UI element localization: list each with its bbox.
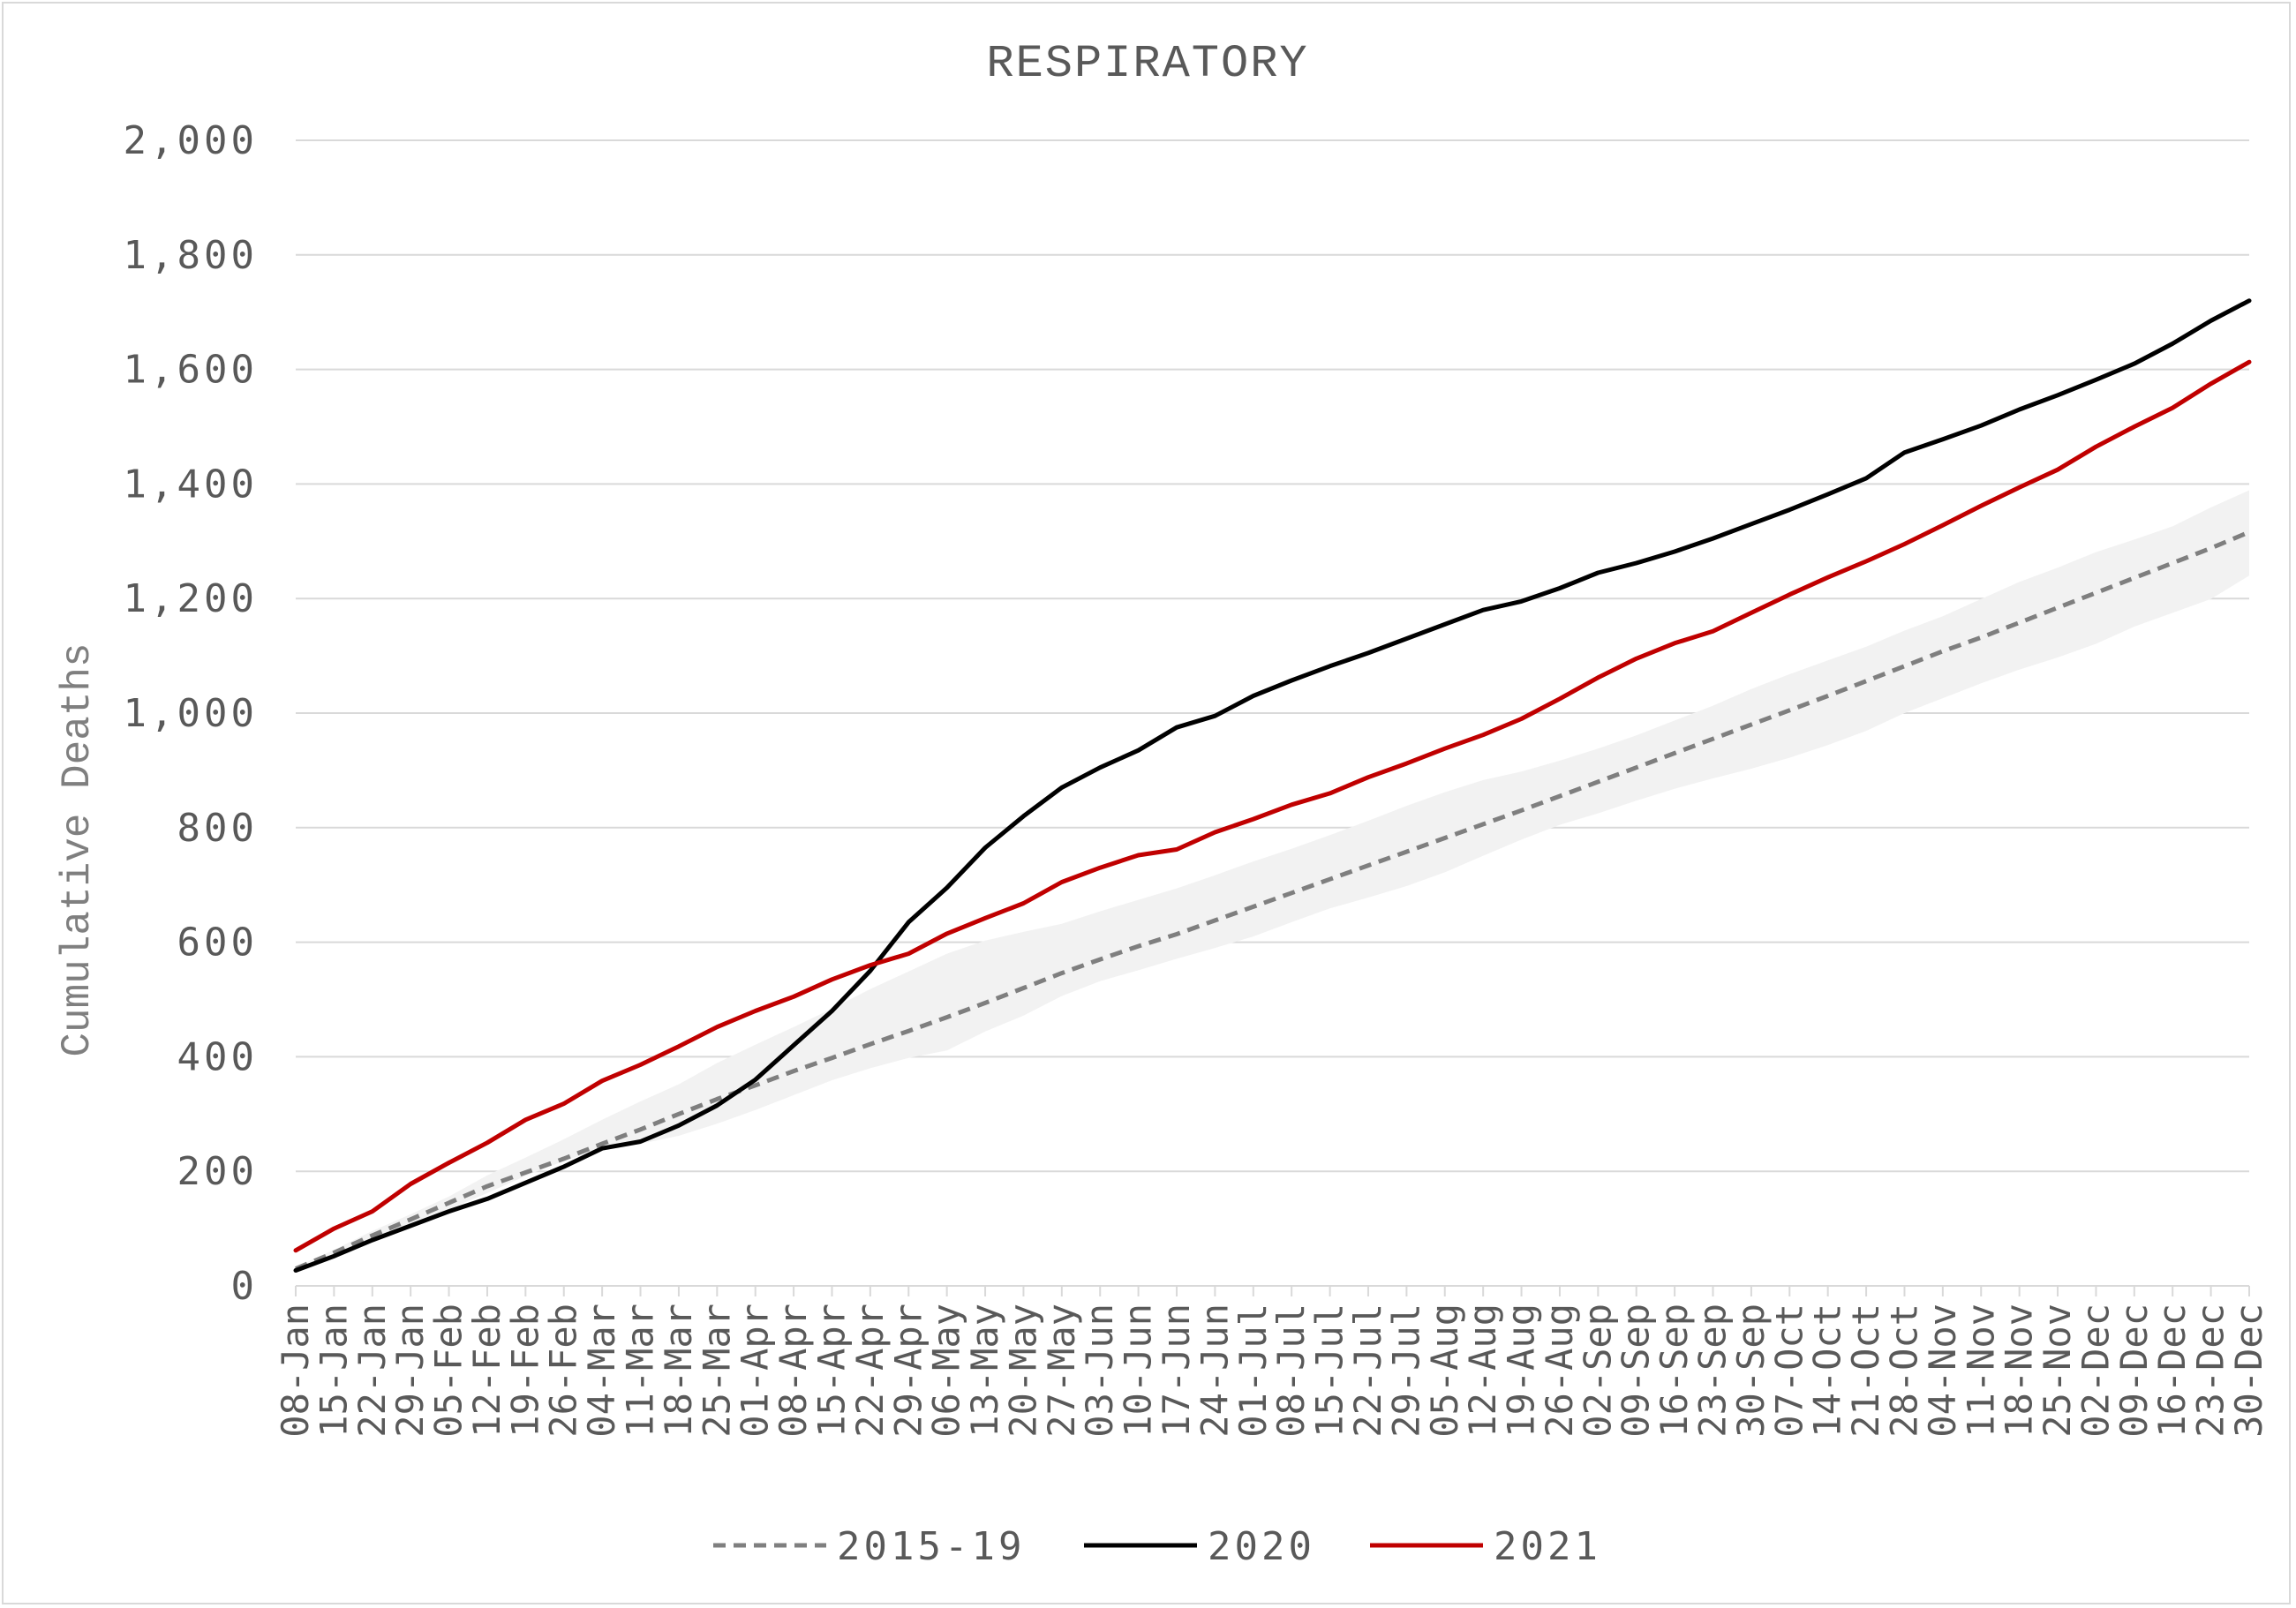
- legend: 2015-19 2020 2021: [713, 1524, 1601, 1569]
- x-tick-label: 05-Aug: [1423, 1304, 1466, 1438]
- x-tick-label: 12-Aug: [1461, 1304, 1504, 1438]
- y-tick-label: 800: [177, 806, 258, 851]
- y-tick-label: 1,400: [124, 462, 258, 507]
- x-tick-label: 25-Nov: [2036, 1304, 2079, 1438]
- y-axis-label: Cumulative Deaths: [55, 642, 101, 1056]
- x-tick-label: 22-Jul: [1346, 1304, 1389, 1438]
- legend-label-2020: 2020: [1208, 1524, 1315, 1569]
- x-tick-label: 17-Jun: [1155, 1304, 1198, 1438]
- x-tick-label: 01-Jul: [1231, 1304, 1275, 1438]
- series-line-2020: [293, 298, 2252, 1273]
- x-tick-label: 16-Sep: [1652, 1304, 1696, 1438]
- x-tick-label: 11-Nov: [1959, 1304, 2002, 1438]
- x-tick-label: 30-Dec: [2227, 1304, 2270, 1438]
- x-tick-label: 11-Mar: [619, 1304, 662, 1438]
- x-tick-label: 04-Mar: [580, 1304, 623, 1438]
- y-tick-label: 2,000: [124, 118, 258, 163]
- y-tick-label: 1,000: [124, 691, 258, 736]
- x-tick-label: 22-Jan: [350, 1304, 394, 1438]
- x-tick-label: 29-Apr: [886, 1304, 930, 1438]
- x-tick-label: 15-Jul: [1308, 1304, 1351, 1438]
- x-tick-label: 09-Sep: [1615, 1304, 1658, 1438]
- x-tick-label: 26-Aug: [1538, 1304, 1581, 1438]
- x-tick-label: 19-Feb: [503, 1304, 546, 1438]
- x-tick-label: 04-Nov: [1921, 1304, 1964, 1438]
- x-tick-label: 24-Jun: [1193, 1304, 1236, 1438]
- series-lines: [293, 298, 2252, 1273]
- range-band: [296, 490, 2249, 1272]
- x-tick-label: 18-Nov: [1998, 1304, 2041, 1438]
- x-tick-label: 01-Apr: [734, 1304, 777, 1438]
- gridlines: [296, 139, 2249, 1173]
- x-tick-label: 21-Oct: [1844, 1304, 1887, 1438]
- x-tick-label: 27-May: [1040, 1304, 1083, 1438]
- x-tick-labels: 08-Jan15-Jan22-Jan29-Jan05-Feb12-Feb19-F…: [274, 1304, 2270, 1438]
- x-tick-label: 15-Apr: [810, 1304, 854, 1438]
- x-tick-label: 28-Oct: [1883, 1304, 1926, 1438]
- x-tick-label: 30-Sep: [1729, 1304, 1773, 1438]
- x-tick-label: 13-May: [963, 1304, 1006, 1438]
- y-tick-label: 200: [177, 1149, 258, 1194]
- x-tick-label: 02-Sep: [1576, 1304, 1619, 1438]
- x-tick-label: 10-Jun: [1117, 1304, 1160, 1438]
- x-axis: [295, 1285, 2250, 1296]
- x-tick-label: 23-Sep: [1691, 1304, 1735, 1438]
- y-tick-label: 1,800: [124, 233, 258, 278]
- x-tick-label: 29-Jul: [1384, 1304, 1427, 1438]
- x-tick-label: 08-Jul: [1269, 1304, 1313, 1438]
- range-band-area: [296, 490, 2249, 1272]
- y-tick-label: 1,200: [124, 576, 258, 621]
- x-tick-label: 16-Dec: [2150, 1304, 2194, 1438]
- x-tick-label: 19-Aug: [1500, 1304, 1543, 1438]
- y-tick-label: 400: [177, 1034, 258, 1079]
- x-tick-label: 06-May: [925, 1304, 968, 1438]
- x-tick-label: 29-Jan: [388, 1304, 432, 1438]
- x-tick-label: 22-Apr: [848, 1304, 892, 1438]
- x-tick-label: 15-Jan: [312, 1304, 355, 1438]
- x-tick-label: 25-Mar: [695, 1304, 738, 1438]
- x-tick-label: 18-Mar: [657, 1304, 700, 1438]
- y-tick-label: 0: [231, 1264, 259, 1309]
- legend-label-2015-19: 2015-19: [837, 1524, 1025, 1569]
- x-tick-label: 08-Apr: [772, 1304, 815, 1438]
- x-tick-label: 26-Feb: [542, 1304, 585, 1438]
- x-tick-label: 02-Dec: [2074, 1304, 2117, 1438]
- x-tick-label: 12-Feb: [465, 1304, 508, 1438]
- x-tick-label: 20-May: [1002, 1304, 1045, 1438]
- x-tick-label: 07-Oct: [1767, 1304, 1810, 1438]
- legend-label-2021: 2021: [1494, 1524, 1601, 1569]
- chart-title: RESPIRATORY: [986, 38, 1308, 90]
- y-tick-label: 1,600: [124, 348, 258, 393]
- x-tick-label: 23-Dec: [2189, 1304, 2232, 1438]
- x-tick-label: 03-Jun: [1078, 1304, 1121, 1438]
- y-tick-label: 600: [177, 920, 258, 966]
- series-line-2015-19: [295, 530, 2250, 1271]
- x-tick-label: 09-Dec: [2112, 1304, 2156, 1438]
- y-tick-labels: 0 200 400 600 800 1,000 1,200 1,400 1,600 1,800 2,…: [124, 118, 259, 1309]
- x-tick-label: 05-Feb: [427, 1304, 470, 1438]
- x-tick-label: 14-Oct: [1806, 1304, 1849, 1438]
- x-tick-label: 08-Jan: [274, 1304, 317, 1438]
- series-line-2021: [293, 359, 2252, 1253]
